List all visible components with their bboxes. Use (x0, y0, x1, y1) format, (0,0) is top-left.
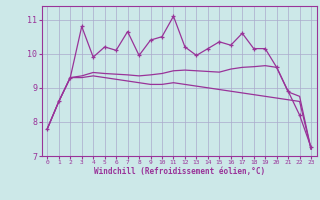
X-axis label: Windchill (Refroidissement éolien,°C): Windchill (Refroidissement éolien,°C) (94, 167, 265, 176)
